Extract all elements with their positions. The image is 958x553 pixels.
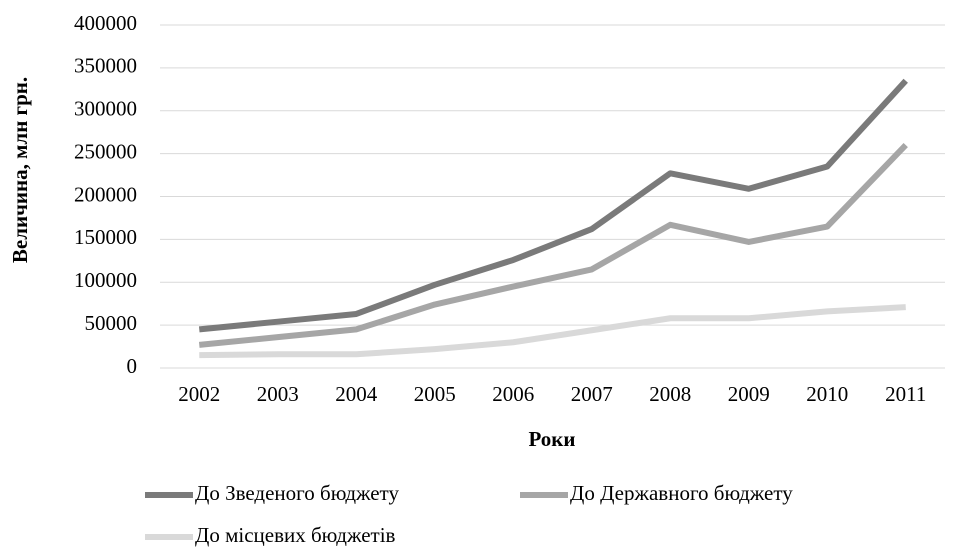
x-tick-label: 2005 <box>414 382 456 406</box>
x-tick-label: 2011 <box>885 382 926 406</box>
y-tick-label: 0 <box>127 354 138 378</box>
y-tick-label: 400000 <box>74 11 137 35</box>
y-tick-label: 350000 <box>74 54 137 78</box>
y-tick-label: 100000 <box>74 268 137 292</box>
y-tick-label: 250000 <box>74 139 137 163</box>
x-tick-label: 2010 <box>806 382 848 406</box>
x-tick-label: 2007 <box>571 382 613 406</box>
legend-label: До Зведеного бюджету <box>195 481 399 505</box>
x-tick-label: 2006 <box>492 382 534 406</box>
x-axis-title: Роки <box>528 427 575 451</box>
y-tick-label: 150000 <box>74 225 137 249</box>
series-line <box>199 304 906 359</box>
legend-label: До Державного бюджету <box>570 481 793 505</box>
series-line <box>198 142 908 348</box>
x-tick-label: 2008 <box>649 382 691 406</box>
legend-label: До місцевих бюджетів <box>195 523 396 547</box>
x-tick-label: 2009 <box>728 382 770 406</box>
y-tick-label: 300000 <box>74 97 137 121</box>
x-tick-label: 2004 <box>335 382 378 406</box>
y-tick-label: 50000 <box>85 311 138 335</box>
y-axis-title: Величина, млн грн. <box>8 77 32 263</box>
x-tick-label: 2002 <box>178 382 220 406</box>
x-tick-label: 2003 <box>257 382 299 406</box>
series-line <box>198 78 908 333</box>
y-tick-label: 200000 <box>74 182 137 206</box>
